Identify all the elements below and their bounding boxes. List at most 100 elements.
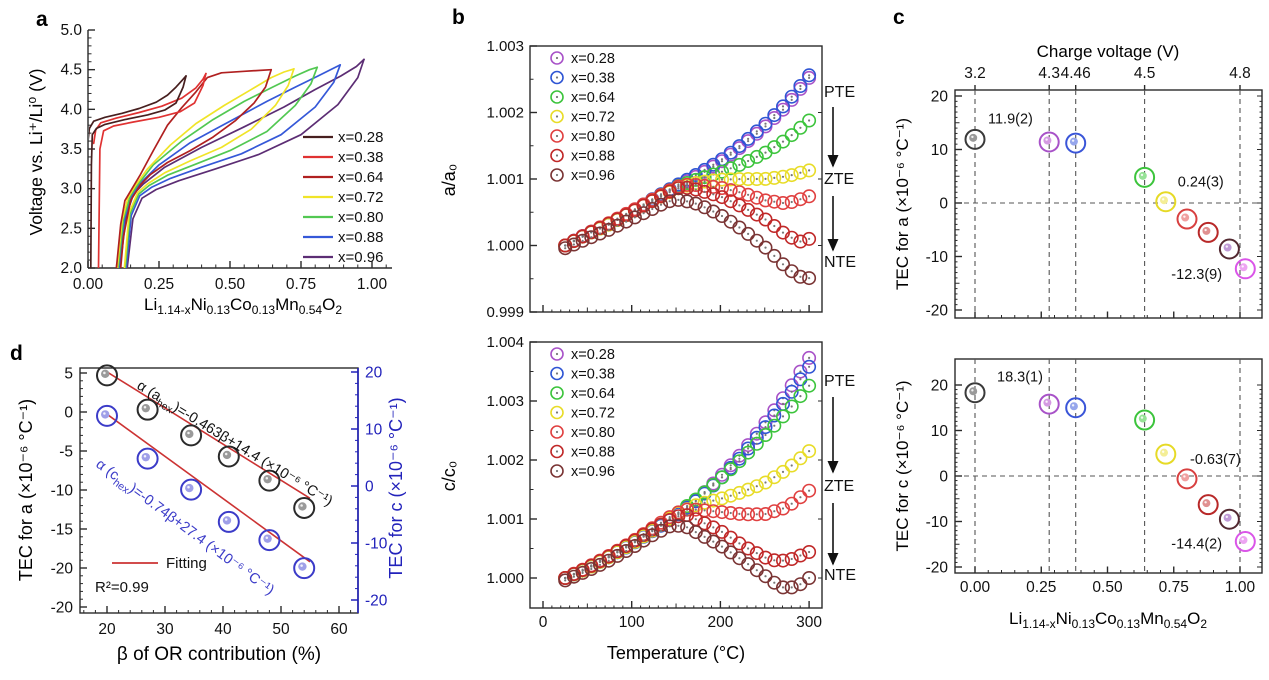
right-y-tick-label: 0 [365,479,374,496]
data-point [1038,131,1060,153]
y-tick-label: -15 [51,522,73,539]
data-point-ring [96,364,118,387]
data-point-dot [729,536,732,539]
data-point [680,194,695,209]
data-point-highlight [1204,501,1207,504]
panel-b-subplot: 1.000 1.001 1.002 1.003 1.004 0 100 200 300 x=0.2… [486,334,856,631]
legend-swatch-circle [550,444,564,459]
right-y-tick-label: 10 [365,422,383,439]
data-point-dot [633,216,637,219]
data-point [293,496,316,519]
data-point [566,569,581,584]
data-point [723,462,738,477]
data-point-dot [781,108,785,111]
data-point-highlight [1162,198,1165,201]
y-tick-label: -20 [926,560,949,577]
legend-label: x=0.96 [571,464,615,480]
discharge-curve [123,68,295,268]
data-point-dot [694,500,697,503]
data-series [558,192,817,286]
data-point-dot [720,214,724,218]
data-point-dot [729,189,732,192]
value-annotation: -14.4(2) [1171,537,1222,553]
legend-swatch-dot [555,430,559,434]
data-point-dot [572,243,576,246]
legend-label: x=0.96 [338,249,383,266]
y-tick-label: 2.5 [60,220,82,237]
data-point-dot [659,195,663,198]
data-point [217,510,240,533]
data-point-dot [747,513,750,516]
data-point-dot [703,180,706,183]
data-point-dot [781,415,785,418]
data-point-ring [293,557,316,580]
data-point-dot [703,176,706,179]
data-point [775,257,790,272]
data-point [723,194,738,209]
data-point-dot [581,569,584,572]
data-point-dot [781,470,785,473]
data-point-dot [747,547,750,550]
charge-curve [115,68,273,268]
data-point-dot [799,395,802,398]
data-point [767,418,782,433]
data-point-dot [668,525,671,528]
data-point-ring [1155,443,1177,465]
data-point-dot [625,220,628,223]
data-point-dot [651,207,654,211]
data-point-dot [808,356,811,359]
data-point [802,113,817,128]
data-point [566,237,581,252]
data-point-dot [581,571,584,575]
data-series [96,404,316,580]
data-point-highlight [1241,537,1244,541]
data-point [697,485,712,500]
data-point [749,172,764,187]
data-point-dot [581,235,584,238]
data-point [697,529,712,544]
data-point [784,168,799,183]
data-point [217,445,240,468]
data-point [784,399,799,414]
data-point-highlight [187,485,190,489]
charge-curve [89,75,187,140]
data-point-bead [1202,226,1211,235]
panel-a-x-axis-title: Li1.14-xNi0.13Co0.13Mn0.54O2 [144,295,342,317]
panel-c-bottom-y-axis-title: TEC for c (×10⁻⁶ °C⁻¹) [893,380,912,551]
data-point-ring [1197,494,1219,516]
data-point-dot [773,581,776,584]
data-point-dot [764,199,767,202]
data-point [775,580,790,595]
data-point [767,194,782,209]
data-point-dot [703,190,706,193]
data-point-dot [590,564,593,568]
data-point-dot [747,208,750,211]
data-point [802,444,817,459]
data-point-dot [808,76,811,79]
legend-swatch-circle [550,386,564,400]
data-point-highlight [224,518,228,521]
data-point-ring [180,424,203,447]
data-point [741,507,756,522]
data-point [749,436,764,451]
data-point-dot [642,539,645,542]
data-point [258,469,281,492]
top-axis-tick-label: 4.5 [1134,65,1156,82]
data-point-ring [217,445,240,468]
legend-label: x=0.38 [571,71,615,87]
data-point-dot [799,240,802,243]
data-point-bead [1138,171,1147,180]
data-point-highlight [1162,450,1165,453]
data-point-dot [790,236,793,239]
data-point-dot [764,575,767,578]
data-point-dot [686,186,689,189]
data-point-dot [651,200,654,203]
data-point-ring [1038,131,1060,153]
data-point [697,200,712,215]
data-point [1218,238,1240,260]
data-point-dot [790,200,793,204]
panel-c-x-axis-title: Li1.14-xNi0.13Co0.13Mn0.54O2 [1009,609,1207,631]
data-point [645,528,660,543]
data-point-dot [773,224,776,228]
data-point-dot [764,421,767,424]
